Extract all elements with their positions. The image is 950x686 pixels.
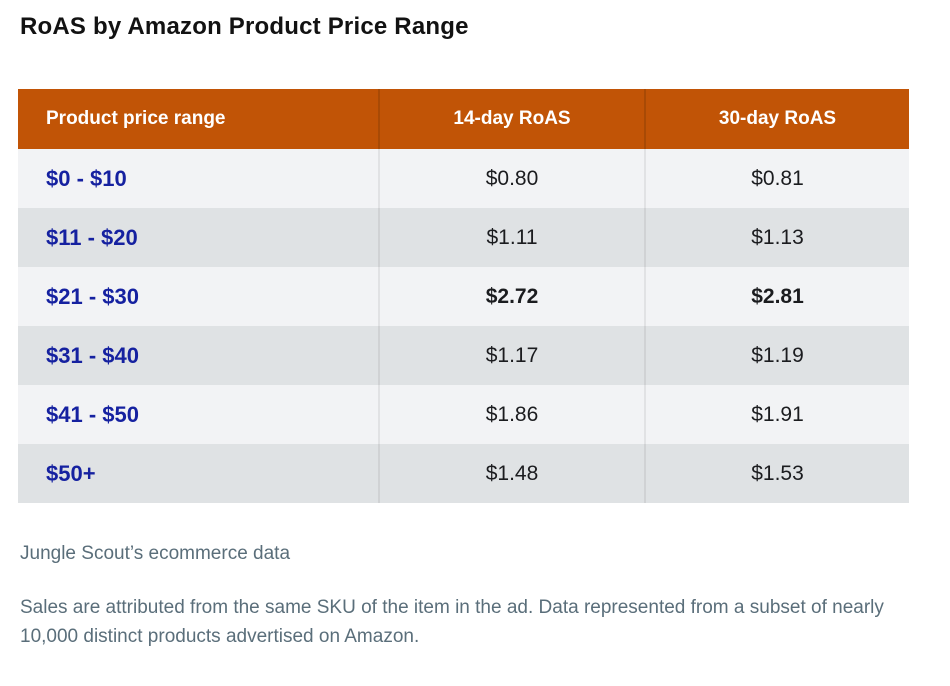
column-header-price-range: Product price range	[18, 89, 379, 149]
roas-table: Product price range 14-day RoAS 30-day R…	[18, 89, 909, 503]
table-row: $41 - $50 $1.86 $1.91	[18, 385, 909, 444]
roas-14day-value: $0.80	[378, 149, 645, 208]
table-row: $11 - $20 $1.11 $1.13	[18, 208, 909, 267]
data-methodology-note: Sales are attributed from the same SKU o…	[20, 597, 884, 648]
roas-30day-value: $2.81	[644, 267, 909, 326]
roas-14day-value: $1.11	[378, 208, 645, 267]
roas-14day-value: $1.48	[378, 444, 645, 503]
table-row: $31 - $40 $1.17 $1.19	[18, 326, 909, 385]
price-range-label: $50+	[18, 444, 379, 503]
roas-14day-value: $1.17	[378, 326, 645, 385]
roas-30day-value: $1.13	[644, 208, 909, 267]
table-row: $50+ $1.48 $1.53	[18, 444, 909, 503]
roas-30day-value: $1.91	[644, 385, 909, 444]
roas-30day-value: $1.53	[644, 444, 909, 503]
price-range-label: $41 - $50	[18, 385, 379, 444]
table-row-emphasized: $21 - $30 $2.72 $2.81	[18, 267, 909, 326]
data-source-caption: Jungle Scout’s ecommerce data	[20, 543, 291, 564]
price-range-label: $31 - $40	[18, 326, 379, 385]
table-row: $0 - $10 $0.80 $0.81	[18, 149, 909, 208]
roas-30day-value: $0.81	[644, 149, 909, 208]
page-title: RoAS by Amazon Product Price Range	[20, 13, 469, 40]
table-header: Product price range 14-day RoAS 30-day R…	[18, 89, 909, 149]
price-range-label: $0 - $10	[18, 149, 379, 208]
roas-14day-value: $1.86	[378, 385, 645, 444]
column-header-14day-roas: 14-day RoAS	[378, 89, 645, 149]
price-range-label: $11 - $20	[18, 208, 379, 267]
table-body: $0 - $10 $0.80 $0.81 $11 - $20 $1.11 $1.…	[18, 149, 909, 503]
roas-30day-value: $1.19	[644, 326, 909, 385]
price-range-label: $21 - $30	[18, 267, 379, 326]
roas-14day-value: $2.72	[378, 267, 645, 326]
column-header-30day-roas: 30-day RoAS	[644, 89, 909, 149]
header-row: Product price range 14-day RoAS 30-day R…	[18, 89, 909, 149]
